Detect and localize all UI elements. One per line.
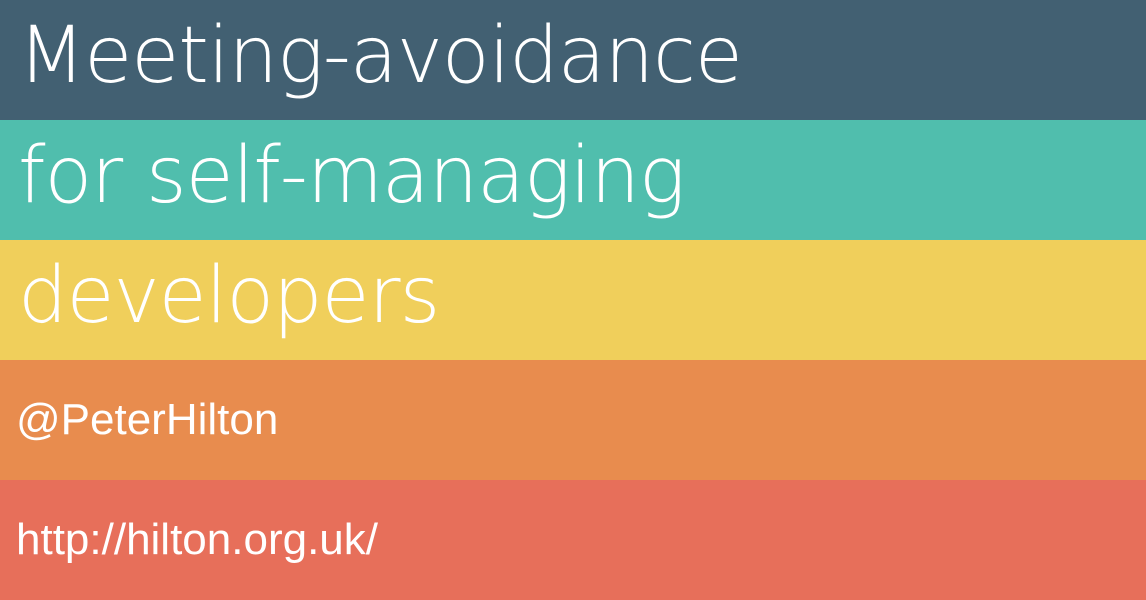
author-band-orange: @PeterHilton <box>0 360 1146 480</box>
author-url: http://hilton.org.uk/ <box>16 515 378 564</box>
author-handle: @PeterHilton <box>16 395 279 444</box>
title-band-dark-blue: Meeting-avoidance <box>0 0 1146 120</box>
title-band-yellow: developers <box>0 240 1146 360</box>
title-line-2: for self-managing <box>18 131 686 221</box>
title-line-3: developers <box>18 251 440 341</box>
url-band-coral: http://hilton.org.uk/ <box>0 480 1146 600</box>
title-line-1: Meeting-avoidance <box>18 11 743 101</box>
title-band-teal: for self-managing <box>0 120 1146 240</box>
